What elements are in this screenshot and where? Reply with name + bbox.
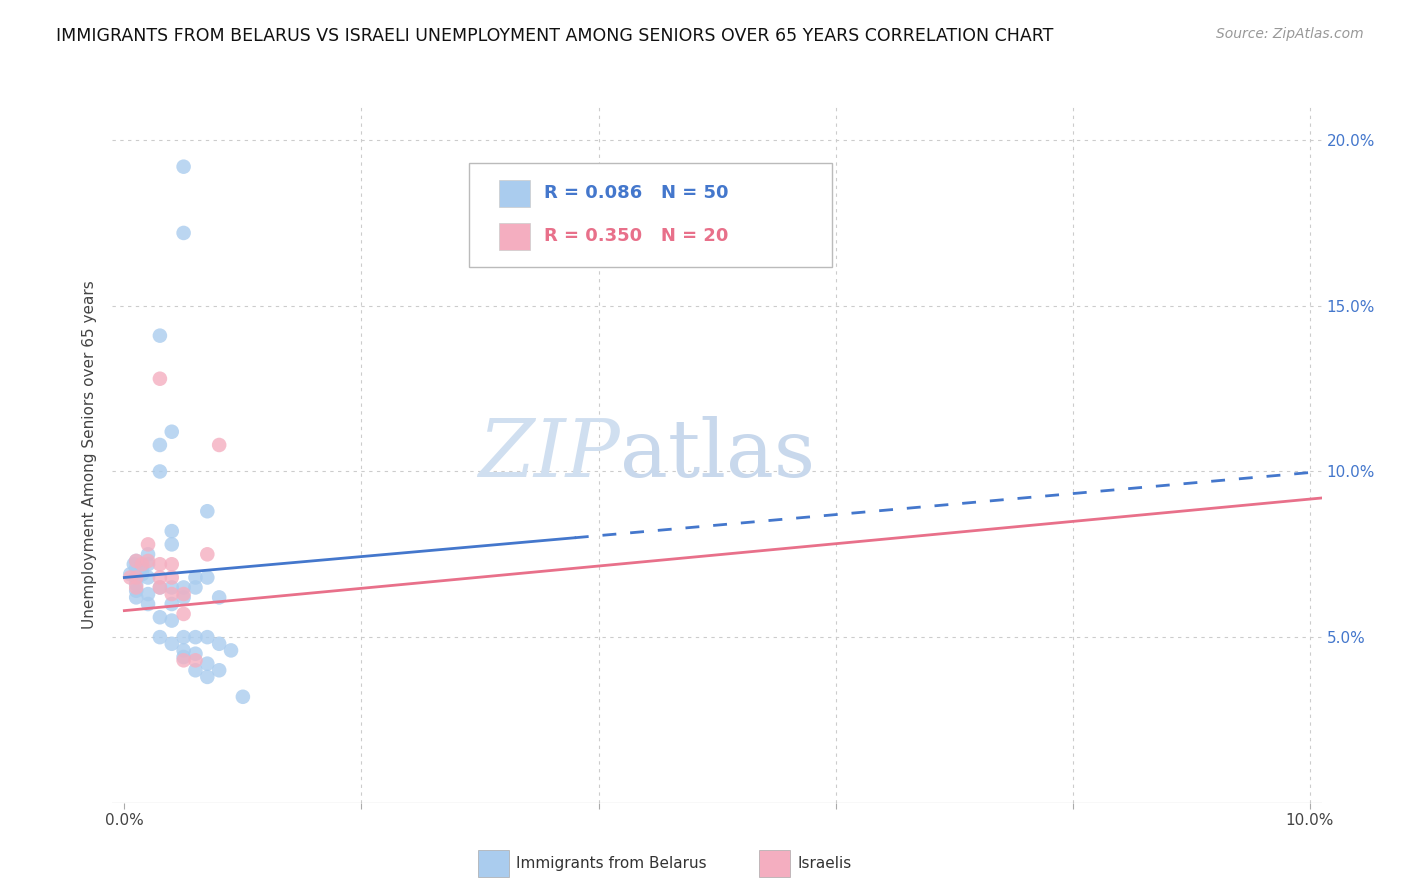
Point (173, 630, 195, 644)
Point (195, 670, 218, 684)
Point (173, 607, 195, 621)
Point (184, 663, 207, 677)
Point (160, 524, 183, 538)
Point (149, 610, 172, 624)
Point (184, 581, 207, 595)
Point (136, 570, 159, 584)
Text: IMMIGRANTS FROM BELARUS VS ISRAELI UNEMPLOYMENT AMONG SENIORS OVER 65 YEARS CORR: IMMIGRANTS FROM BELARUS VS ISRAELI UNEMP… (56, 27, 1053, 45)
Point (125, 581, 148, 595)
Point (184, 570, 207, 584)
Point (219, 643, 242, 657)
Text: R = 0.086   N = 50: R = 0.086 N = 50 (544, 185, 728, 202)
Point (173, 226, 195, 240)
Point (125, 570, 148, 584)
Point (195, 630, 218, 644)
Point (173, 591, 195, 605)
Point (149, 372, 172, 386)
Y-axis label: Unemployment Among Seniors over 65 years: Unemployment Among Seniors over 65 years (82, 281, 97, 629)
Point (160, 558, 183, 572)
Point (125, 554, 148, 568)
Point (160, 581, 183, 595)
Point (208, 591, 231, 605)
Point (160, 425, 183, 439)
Point (125, 554, 148, 568)
Text: Source: ZipAtlas.com: Source: ZipAtlas.com (1216, 27, 1364, 41)
Point (160, 537, 183, 551)
Point (136, 558, 159, 572)
Point (125, 560, 148, 574)
Point (125, 591, 148, 605)
Point (131, 567, 153, 582)
Point (120, 567, 142, 582)
Point (208, 663, 231, 677)
FancyBboxPatch shape (470, 162, 832, 267)
Point (195, 504, 218, 518)
Point (149, 328, 172, 343)
Point (160, 614, 183, 628)
Text: Israelis: Israelis (797, 856, 852, 871)
Point (136, 587, 159, 601)
Bar (759, 850, 790, 877)
Point (131, 558, 153, 572)
Point (149, 581, 172, 595)
Point (136, 547, 159, 561)
Point (173, 160, 195, 174)
Point (149, 438, 172, 452)
Point (149, 570, 172, 584)
Point (160, 637, 183, 651)
Text: R = 0.350   N = 20: R = 0.350 N = 20 (544, 227, 728, 245)
Text: ZIP: ZIP (478, 417, 620, 493)
Point (149, 630, 172, 644)
Point (125, 583, 148, 598)
Point (208, 637, 231, 651)
Point (184, 630, 207, 644)
Point (136, 597, 159, 611)
Point (184, 653, 207, 667)
Point (173, 581, 195, 595)
Point (120, 570, 142, 584)
Point (149, 558, 172, 572)
Bar (499, 180, 530, 207)
Point (184, 647, 207, 661)
Bar (478, 850, 509, 877)
Point (160, 570, 183, 584)
Point (125, 570, 148, 584)
Point (136, 537, 159, 551)
Point (149, 465, 172, 479)
Point (122, 558, 145, 572)
Point (136, 554, 159, 568)
Text: atlas: atlas (620, 416, 815, 494)
Bar (499, 223, 530, 250)
Point (173, 643, 195, 657)
Point (208, 438, 231, 452)
Point (160, 587, 183, 601)
Point (173, 587, 195, 601)
Point (232, 690, 254, 704)
Point (195, 657, 218, 671)
Point (125, 577, 148, 591)
Point (195, 570, 218, 584)
Point (149, 581, 172, 595)
Point (131, 560, 153, 574)
Point (160, 597, 183, 611)
Point (173, 653, 195, 667)
Text: Immigrants from Belarus: Immigrants from Belarus (516, 856, 707, 871)
Point (173, 650, 195, 665)
Point (195, 547, 218, 561)
